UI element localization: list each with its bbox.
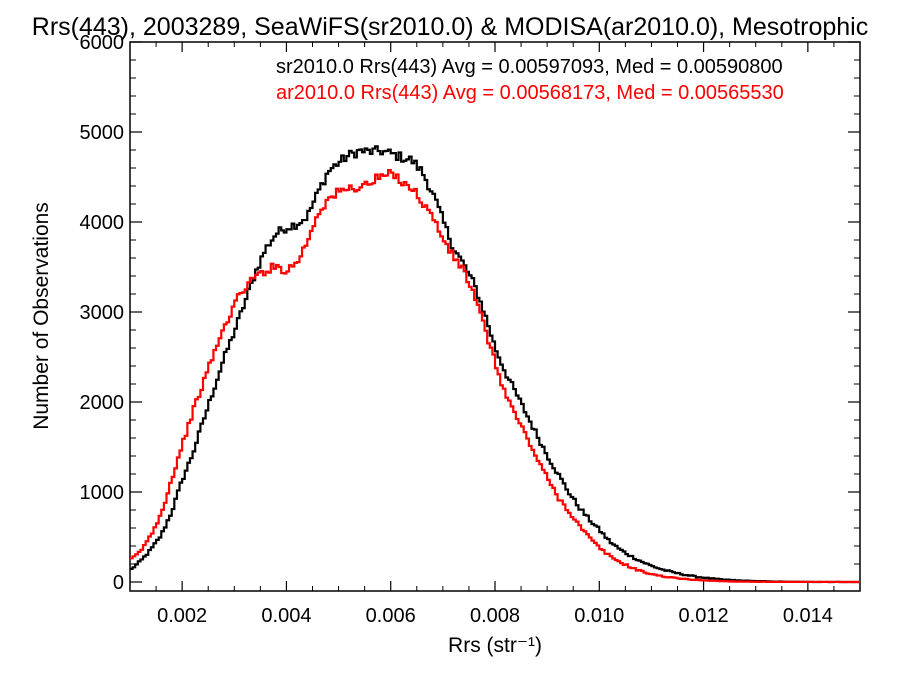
x-tick-label: 0.004 (261, 605, 311, 627)
x-tick-label: 0.014 (783, 605, 833, 627)
legend-entry-sr2010: sr2010.0 Rrs(443) Avg = 0.00597093, Med … (276, 56, 783, 78)
y-tick-label: 2000 (80, 392, 125, 414)
y-tick-label: 1000 (80, 482, 125, 504)
y-tick-label: 4000 (80, 212, 125, 234)
y-tick-label: 5000 (80, 122, 125, 144)
y-axis-ticks: 0 1000 2000 3000 4000 5000 6000 (80, 32, 860, 594)
y-tick-label: 0 (113, 572, 124, 594)
x-tick-label: 0.006 (366, 605, 416, 627)
x-axis-label: Rrs (str⁻¹) (448, 634, 542, 657)
legend: sr2010.0 Rrs(443) Avg = 0.00597093, Med … (276, 56, 784, 104)
x-tick-label: 0.002 (157, 605, 207, 627)
series-line-ar2010 (130, 168, 860, 584)
x-axis-ticks: 0.002 0.004 0.006 0.008 0.010 0.012 0.014 (155, 42, 835, 627)
y-axis-label: Number of Observations (30, 202, 53, 430)
y-tick-label: 3000 (80, 302, 125, 324)
y-tick-label: 6000 (80, 32, 125, 54)
chart-title: Rrs(443), 2003289, SeaWiFS(sr2010.0) & M… (32, 13, 868, 41)
series-line-sr2010 (130, 145, 860, 584)
legend-entry-ar2010: ar2010.0 Rrs(443) Avg = 0.00568173, Med … (276, 82, 784, 104)
series-layer (130, 145, 860, 584)
x-tick-label: 0.008 (470, 605, 520, 627)
x-tick-label: 0.010 (574, 605, 624, 627)
x-tick-label: 0.012 (679, 605, 729, 627)
